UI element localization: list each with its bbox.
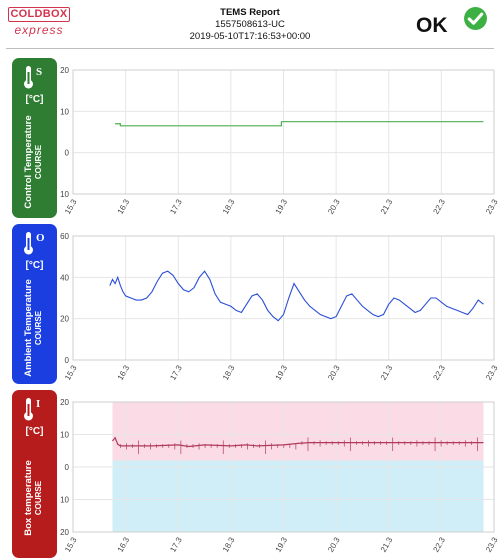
x-tick-label: 20.3 (326, 197, 342, 215)
x-tick-label: 20.3 (326, 535, 342, 553)
x-tick-label: 18.3 (221, 535, 237, 553)
x-tick-label: 23.3 (484, 535, 500, 553)
x-tick-label: 21.3 (379, 535, 395, 553)
x-tick-label: 18.3 (221, 197, 237, 215)
y-tick-label: 0 (65, 149, 70, 158)
check-circle-icon (464, 7, 487, 30)
y-tick-label: 10 (60, 431, 69, 440)
x-tick-label: 23.3 (484, 363, 500, 381)
y-tick-label: 0 (65, 356, 70, 365)
plot-frame (72, 401, 495, 533)
series-line (112, 436, 484, 448)
series-line (115, 121, 484, 127)
panel-subtitle: COURSE (34, 310, 43, 346)
box-temperature-label: I [°C] Box temperature COURSE (12, 390, 57, 558)
x-tick-label: 23.3 (484, 197, 500, 215)
report-header: COLDBOX express TEMS Report 1557508613-U… (0, 0, 500, 48)
y-tick-label: 10 (60, 107, 69, 116)
panel-title: Box temperature (23, 460, 34, 536)
y-tick-label: 40 (60, 273, 69, 282)
series-line (109, 270, 484, 322)
x-tick-label: 17.3 (168, 197, 184, 215)
panel-title: Ambient Temperature (23, 279, 34, 377)
x-tick-label: 19.3 (274, 535, 290, 553)
header-divider (6, 48, 494, 49)
y-tick-label: 20 (60, 66, 69, 75)
x-tick-label: 15.3 (63, 363, 79, 381)
thermometer-icon: S (24, 66, 42, 89)
x-tick-label: 15.3 (63, 197, 79, 215)
logo-tagline: express (14, 23, 64, 37)
x-tick-label: 20.3 (326, 363, 342, 381)
thermometer-icon: O (24, 232, 45, 255)
y-tick-label: 60 (60, 232, 69, 241)
x-tick-label: 17.3 (168, 535, 184, 553)
x-tick-label: 19.3 (274, 363, 290, 381)
y-tick-label: -10 (60, 496, 70, 505)
plot-frame (72, 235, 495, 361)
panel-subtitle: COURSE (34, 144, 43, 180)
report-datetime: 2019-05-10T17:16:53+00:00 (189, 31, 311, 42)
x-tick-label: 22.3 (431, 197, 447, 215)
x-tick-label: 16.3 (116, 363, 132, 381)
thermometer-icon: I (24, 398, 40, 421)
report-info: TEMS Report 1557508613-UC 2019-05-10T17:… (150, 7, 350, 43)
panel-subtitle: COURSE (34, 480, 43, 516)
unit-label: [°C] (25, 94, 44, 105)
x-tick-label: 21.3 (379, 197, 395, 215)
panel-letter: I (36, 398, 40, 410)
x-tick-label: 22.3 (431, 363, 447, 381)
control-temperature-label: S [°C] Control Temperature COURSE (12, 58, 57, 218)
coldbox-logo: COLDBOX express (8, 7, 70, 37)
x-tick-label: 16.3 (116, 197, 132, 215)
y-tick-label: 20 (60, 398, 69, 407)
status-text: OK (416, 14, 448, 37)
panel-letter: O (36, 232, 45, 244)
threshold-band (112, 402, 484, 461)
threshold-band (112, 460, 484, 532)
x-tick-label: 17.3 (168, 363, 184, 381)
y-tick-label: 0 (65, 463, 70, 472)
panel-title: Control Temperature (23, 115, 34, 209)
y-tick-label: -20 (60, 528, 70, 537)
panel-letter: S (36, 66, 42, 78)
unit-label: [°C] (25, 426, 44, 437)
y-tick-label: -10 (60, 190, 70, 199)
x-tick-label: 19.3 (274, 197, 290, 215)
ambient-temperature-chart: 15.3 16.3 17.3 18.3 19.3 20.3 21.3 22.3 23.3 0 20 4… (60, 228, 500, 386)
x-tick-label: 18.3 (221, 363, 237, 381)
x-tick-label: 16.3 (116, 535, 132, 553)
y-tick-label: 20 (60, 315, 69, 324)
logo-wordmark: COLDBOX (8, 7, 70, 22)
box-temperature-chart: 15.3 16.3 17.3 18.3 19.3 20.3 21.3 22.3 23.3 -20 -… (60, 394, 500, 558)
report-title: TEMS Report (220, 7, 280, 18)
control-temperature-chart: 15.3 16.3 17.3 18.3 19.3 20.3 21.3 22.3 23.3 -10 0… (60, 62, 500, 220)
plot-frame (72, 69, 495, 195)
ambient-temperature-label: O [°C] Ambient Temperature COURSE (12, 224, 57, 384)
x-tick-label: 21.3 (379, 363, 395, 381)
x-tick-label: 15.3 (63, 535, 79, 553)
report-id: 1557508613-UC (215, 19, 285, 30)
x-tick-label: 22.3 (431, 535, 447, 553)
unit-label: [°C] (25, 260, 44, 271)
